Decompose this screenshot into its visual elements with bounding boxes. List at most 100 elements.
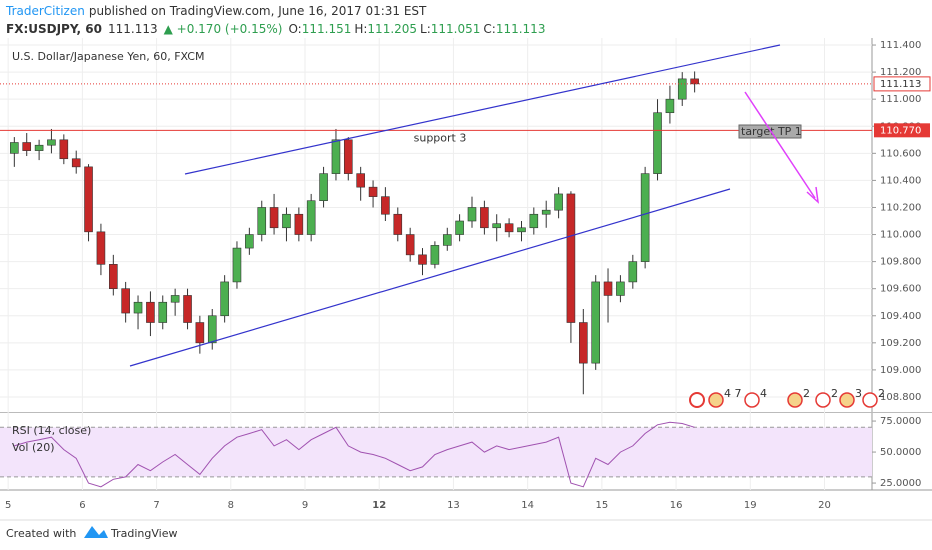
published: published on TradingView.com, June 16, 2… bbox=[89, 4, 427, 18]
candle-body bbox=[529, 213, 539, 229]
candle-body bbox=[603, 281, 613, 296]
event-icon bbox=[787, 392, 803, 408]
candle-body bbox=[207, 315, 217, 344]
support-label: 110.770 bbox=[880, 125, 921, 136]
y-tick-label: 110.000 bbox=[880, 230, 921, 241]
trend-line bbox=[184, 44, 781, 175]
candle-body bbox=[665, 98, 675, 114]
candle-body bbox=[541, 209, 551, 215]
candle-body bbox=[455, 220, 464, 235]
close: 111.113 bbox=[496, 22, 546, 36]
candle-body bbox=[319, 173, 328, 202]
candle-body bbox=[480, 207, 489, 229]
high-label: H: bbox=[354, 22, 367, 36]
candle-body bbox=[381, 196, 390, 215]
candle-body bbox=[34, 144, 44, 151]
rsi-band bbox=[0, 427, 872, 477]
publisher[interactable]: TraderCitizen bbox=[5, 4, 85, 18]
symbol: FX:USDJPY, 60 bbox=[6, 22, 102, 36]
brand[interactable]: TradingView bbox=[110, 527, 177, 540]
y-tick-label: 111.400 bbox=[880, 40, 921, 51]
event-icon bbox=[815, 392, 831, 408]
rsi-line bbox=[14, 421, 695, 488]
event-icon bbox=[839, 392, 855, 408]
y-tick-label: 108.800 bbox=[880, 392, 921, 403]
candle-body bbox=[566, 193, 576, 323]
candle-body bbox=[331, 139, 341, 174]
candle-body bbox=[47, 139, 56, 146]
y-tick-label: 111.200 bbox=[880, 67, 921, 78]
low-label: L: bbox=[420, 22, 431, 36]
candle-body bbox=[467, 207, 477, 222]
candle-body bbox=[690, 78, 699, 85]
event-icon bbox=[862, 392, 878, 408]
support-text: support 3 bbox=[414, 131, 467, 144]
change: ▲ +0.170 (+0.15%) bbox=[164, 22, 283, 36]
candle-body bbox=[22, 142, 32, 151]
x-tick-label: 9 bbox=[302, 500, 308, 511]
candle-body bbox=[356, 173, 365, 188]
candle-body bbox=[59, 139, 69, 160]
support-label-bg bbox=[874, 123, 930, 138]
x-tick-label: 16 bbox=[670, 500, 683, 511]
candle-body bbox=[343, 139, 353, 174]
candle-body bbox=[616, 281, 625, 296]
event-icon bbox=[744, 392, 760, 408]
candle-body bbox=[71, 158, 81, 168]
price-axis-bg bbox=[872, 38, 932, 490]
event-count: 2 bbox=[878, 387, 885, 400]
candle-body bbox=[492, 223, 502, 229]
candle-body bbox=[442, 234, 452, 246]
y-tick-label: 110.200 bbox=[880, 202, 921, 213]
candle-body bbox=[269, 207, 279, 229]
candle-body bbox=[282, 213, 291, 229]
y-tick-label: 109.400 bbox=[880, 311, 921, 322]
plot: 108.800 109.000 109.200 109.400 109.600 109.8… bbox=[0, 38, 932, 511]
candle-body bbox=[554, 193, 563, 211]
last-price-label-bg bbox=[873, 76, 931, 92]
x-tick-label: 19 bbox=[744, 500, 757, 511]
candle-body bbox=[517, 227, 526, 233]
candle-body bbox=[109, 264, 118, 289]
x-tick-label: 5 bbox=[5, 500, 11, 511]
candle-body bbox=[96, 231, 106, 265]
y-tick-label: 109.000 bbox=[880, 365, 921, 376]
symbol-line: FX:USDJPY, 60 111.113 ▲ +0.170 (+0.15%) O: 1… bbox=[6, 22, 545, 36]
arrow-head bbox=[806, 186, 820, 204]
x-tick-label: 15 bbox=[595, 500, 608, 511]
event-count: 2 bbox=[803, 387, 810, 400]
logo bbox=[84, 526, 108, 538]
y-tick-label: 109.600 bbox=[880, 284, 921, 295]
x-tick-label: 14 bbox=[521, 500, 534, 511]
low: 111.051 bbox=[431, 22, 481, 36]
y-tick-label: 50.0000 bbox=[880, 447, 921, 458]
candle-body bbox=[146, 301, 155, 323]
candle-body bbox=[579, 322, 588, 364]
candle-body bbox=[653, 112, 662, 174]
candle-body bbox=[393, 213, 403, 235]
candle-body bbox=[220, 281, 229, 317]
candle-body bbox=[158, 301, 168, 323]
candle-body bbox=[183, 295, 192, 323]
candle-body bbox=[245, 234, 254, 249]
candle-body bbox=[628, 261, 638, 283]
last: 111.113 bbox=[108, 22, 158, 36]
event-icon bbox=[708, 392, 724, 408]
x-tick-label: 12 bbox=[372, 500, 386, 511]
open-label: O: bbox=[288, 22, 301, 36]
chart-title: U.S. Dollar/Japanese Yen, 60, FXCM bbox=[12, 50, 204, 63]
candle-body bbox=[195, 322, 205, 344]
candle-body bbox=[232, 247, 242, 283]
candle-body bbox=[418, 254, 427, 265]
header-line: TraderCitizen published on TradingView.co… bbox=[5, 4, 427, 18]
event-count: 2 bbox=[831, 387, 838, 400]
candle-body bbox=[133, 301, 143, 314]
high: 111.205 bbox=[367, 22, 417, 36]
last-price-label: 111.113 bbox=[880, 79, 921, 90]
close-label: C: bbox=[483, 22, 495, 36]
candle-body bbox=[677, 78, 687, 100]
arrow bbox=[744, 91, 816, 199]
y-tick-label: 109.200 bbox=[880, 338, 921, 349]
rsi-title: RSI (14, close) bbox=[12, 424, 91, 437]
